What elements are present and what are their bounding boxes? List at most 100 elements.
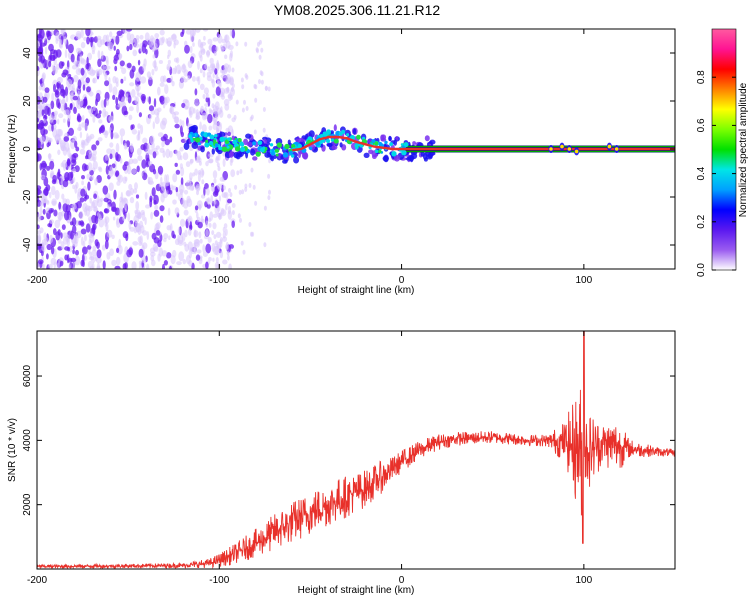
- spectrogram-cell: [109, 166, 114, 175]
- spectrogram-cell: [213, 234, 217, 240]
- spectrogram-cell: [117, 103, 123, 108]
- spectrogram-cell: [560, 144, 564, 149]
- spectrogram-cell: [126, 249, 133, 258]
- spectrogram-cell: [264, 85, 268, 91]
- spectrogram-cell: [271, 148, 275, 152]
- spectrogram-cell: [157, 240, 162, 248]
- spectrogram-cell: [412, 141, 416, 145]
- spectrogram-cell: [135, 221, 139, 228]
- spectrogram-cell: [104, 131, 108, 139]
- spectrogram-cell: [116, 180, 121, 186]
- spectrogram-cell: [231, 135, 235, 141]
- spectrogram-cell: [244, 41, 248, 47]
- spectrogram-cell: [152, 54, 156, 59]
- spectrogram-cell: [71, 217, 77, 227]
- spectrogram-cell: [97, 58, 102, 68]
- spectrogram-cell: [173, 42, 176, 49]
- spectrogram-cell: [162, 263, 165, 269]
- spectrogram-cell: [132, 241, 139, 246]
- spectrogram-cell: [112, 216, 116, 221]
- spectrogram-cell: [180, 131, 184, 138]
- spectrogram-cell: [400, 143, 404, 146]
- spectrogram-cell: [197, 155, 201, 161]
- spectrogram-cell: [51, 185, 56, 196]
- spectrogram-cell: [177, 227, 181, 234]
- spectrogram-cell: [181, 197, 185, 207]
- x-tick-label: 100: [576, 275, 593, 286]
- spectrogram-cell: [190, 137, 193, 141]
- spectrogram-cell: [189, 33, 195, 43]
- spectrogram-cell: [191, 133, 196, 138]
- spectrogram-cell: [131, 129, 138, 135]
- spectrogram-cell: [39, 201, 44, 207]
- spectrogram-cell: [401, 150, 407, 156]
- spectrogram-cell: [95, 256, 102, 264]
- spectrogram-cell: [253, 129, 257, 135]
- spectrogram-cell: [46, 142, 50, 148]
- spectrogram-cell: [196, 190, 199, 196]
- spectrogram-cell: [178, 251, 185, 262]
- spectrogram-cell: [80, 41, 86, 49]
- spectrogram-cell: [123, 76, 127, 81]
- spectrogram-cell: [161, 250, 168, 257]
- spectrogram-cell: [199, 121, 202, 130]
- colorbar-tick-label: 0.6: [696, 118, 707, 132]
- spectrogram-cell: [109, 31, 113, 38]
- spectrogram-cell: [263, 242, 267, 248]
- spectrogram-cell: [374, 149, 379, 154]
- spectrogram-cell: [291, 154, 295, 158]
- spectrogram-cell: [199, 54, 203, 62]
- spectrogram-cell: [188, 249, 192, 259]
- spectrogram-cell: [393, 139, 397, 146]
- spectrogram-cell: [59, 88, 66, 97]
- spectrogram-cell: [64, 254, 69, 261]
- spectrogram-cell: [125, 233, 129, 242]
- spectrogram-cell: [91, 69, 96, 76]
- spectrogram-cell: [157, 165, 164, 175]
- spectrogram-cell: [181, 102, 186, 109]
- spectrogram-cell: [201, 218, 205, 223]
- spectrogram-cell: [125, 93, 129, 102]
- spectrogram-cell: [46, 165, 51, 171]
- spectrogram-cell: [158, 182, 164, 188]
- spectrogram-cell: [173, 116, 179, 124]
- spectrogram-cell: [194, 88, 198, 96]
- spectrogram-cell: [136, 86, 140, 96]
- spectrogram-cell: [91, 144, 97, 151]
- spectrogram-cell: [138, 248, 144, 258]
- spectrogram-cell: [100, 50, 104, 60]
- spectrogram-cell: [426, 154, 433, 160]
- spectrogram-cell: [72, 135, 77, 142]
- spectrogram-cell: [215, 105, 219, 111]
- spectrogram-cell: [152, 168, 157, 175]
- spectrogram-cell: [53, 119, 57, 125]
- spectrogram-cell: [68, 127, 74, 136]
- spectrogram-cell: [63, 210, 70, 221]
- spectrogram-cell: [179, 163, 183, 170]
- spectrogram-cell: [267, 86, 271, 92]
- spectrogram-cell: [113, 189, 117, 200]
- spectrogram-cell: [50, 246, 55, 255]
- spectrogram-cell: [237, 213, 241, 219]
- spectrogram-cell: [223, 98, 230, 106]
- spectrogram-cell: [146, 142, 151, 151]
- spectrogram-cell: [167, 207, 171, 216]
- spectrogram-cell: [134, 95, 137, 105]
- spectrogram-cell: [125, 190, 131, 197]
- spectrogram-cell: [61, 193, 65, 200]
- spectrogram-cell: [65, 95, 69, 103]
- spectrogram-cell: [210, 78, 214, 84]
- spectrogram-cell: [85, 223, 91, 233]
- spectrogram-cell: [309, 146, 313, 150]
- spectrogram-cell: [207, 236, 212, 243]
- spectrogram-cell: [258, 79, 261, 85]
- spectrogram-cell: [52, 66, 58, 75]
- y-tick-label: -20: [22, 189, 33, 204]
- spectrogram-cell: [113, 45, 116, 51]
- spectrogram-cell: [140, 124, 144, 135]
- spectrogram-cell: [131, 261, 137, 269]
- spectrogram-cell: [160, 75, 165, 84]
- spectrogram-cell: [40, 55, 45, 64]
- spectrogram-cell: [91, 50, 95, 55]
- spectrogram-cell: [104, 72, 108, 82]
